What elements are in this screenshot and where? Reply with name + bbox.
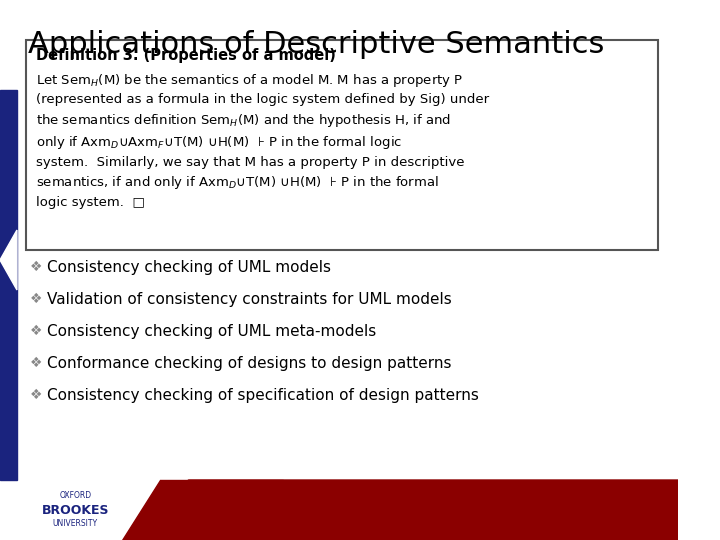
Text: Consistency checking of UML meta-models: Consistency checking of UML meta-models	[47, 324, 377, 339]
Text: ❖: ❖	[30, 260, 42, 274]
Text: UNIVERSITY: UNIVERSITY	[53, 519, 98, 529]
Text: OXFORD: OXFORD	[59, 490, 91, 500]
Text: ❖: ❖	[30, 324, 42, 338]
Text: Consistency checking of UML models: Consistency checking of UML models	[47, 260, 331, 275]
Bar	[0, 90, 17, 480]
Polygon shape	[122, 480, 283, 540]
Polygon shape	[0, 480, 678, 540]
Text: Let Sem$_H$(M) be the semantics of a model M. M has a property P
(represented as: Let Sem$_H$(M) be the semantics of a mod…	[36, 72, 489, 208]
Text: Definition 3. (Properties of a model): Definition 3. (Properties of a model)	[36, 48, 336, 63]
Text: ❖: ❖	[30, 388, 42, 402]
Text: Conformance checking of designs to design patterns: Conformance checking of designs to desig…	[47, 356, 451, 371]
Text: BROOKES: BROOKES	[42, 503, 109, 516]
Polygon shape	[0, 230, 17, 290]
Text: ❖: ❖	[30, 356, 42, 370]
Bar	[0, 480, 189, 540]
Text: Applications of Descriptive Semantics: Applications of Descriptive Semantics	[28, 30, 605, 59]
Text: Consistency checking of specification of design patterns: Consistency checking of specification of…	[47, 388, 479, 403]
Text: ❖: ❖	[30, 292, 42, 306]
FancyBboxPatch shape	[27, 40, 657, 250]
Text: Validation of consistency constraints for UML models: Validation of consistency constraints fo…	[47, 292, 452, 307]
